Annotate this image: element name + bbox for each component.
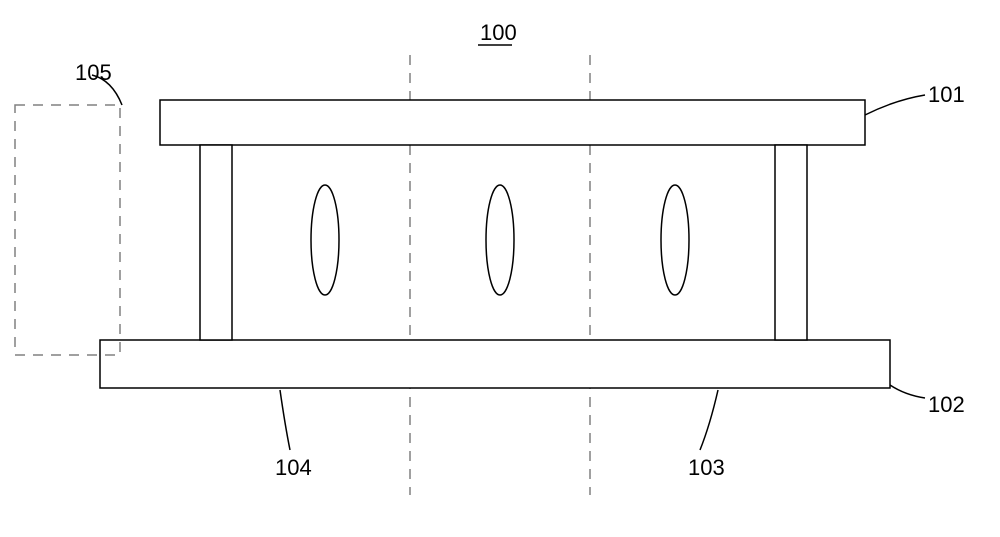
ref-label-102: 102 — [928, 392, 965, 418]
wall-right — [775, 145, 807, 340]
leader-103 — [700, 390, 718, 450]
liquid-crystal-ellipse — [661, 185, 689, 295]
leader-102 — [890, 385, 925, 398]
liquid-crystal-ellipse — [486, 185, 514, 295]
liquid-crystal-ellipse — [311, 185, 339, 295]
diagram-canvas — [0, 0, 1000, 537]
dashed-box — [15, 105, 120, 355]
ref-label-105: 105 — [75, 60, 112, 86]
ref-label-101: 101 — [928, 82, 965, 108]
leader-101 — [865, 95, 925, 115]
ref-label-104: 104 — [275, 455, 312, 481]
wall-left — [200, 145, 232, 340]
bottom-plate — [100, 340, 890, 388]
figure-label: 100 — [480, 20, 517, 46]
top-plate — [160, 100, 865, 145]
leader-104 — [280, 390, 290, 450]
ref-label-103: 103 — [688, 455, 725, 481]
